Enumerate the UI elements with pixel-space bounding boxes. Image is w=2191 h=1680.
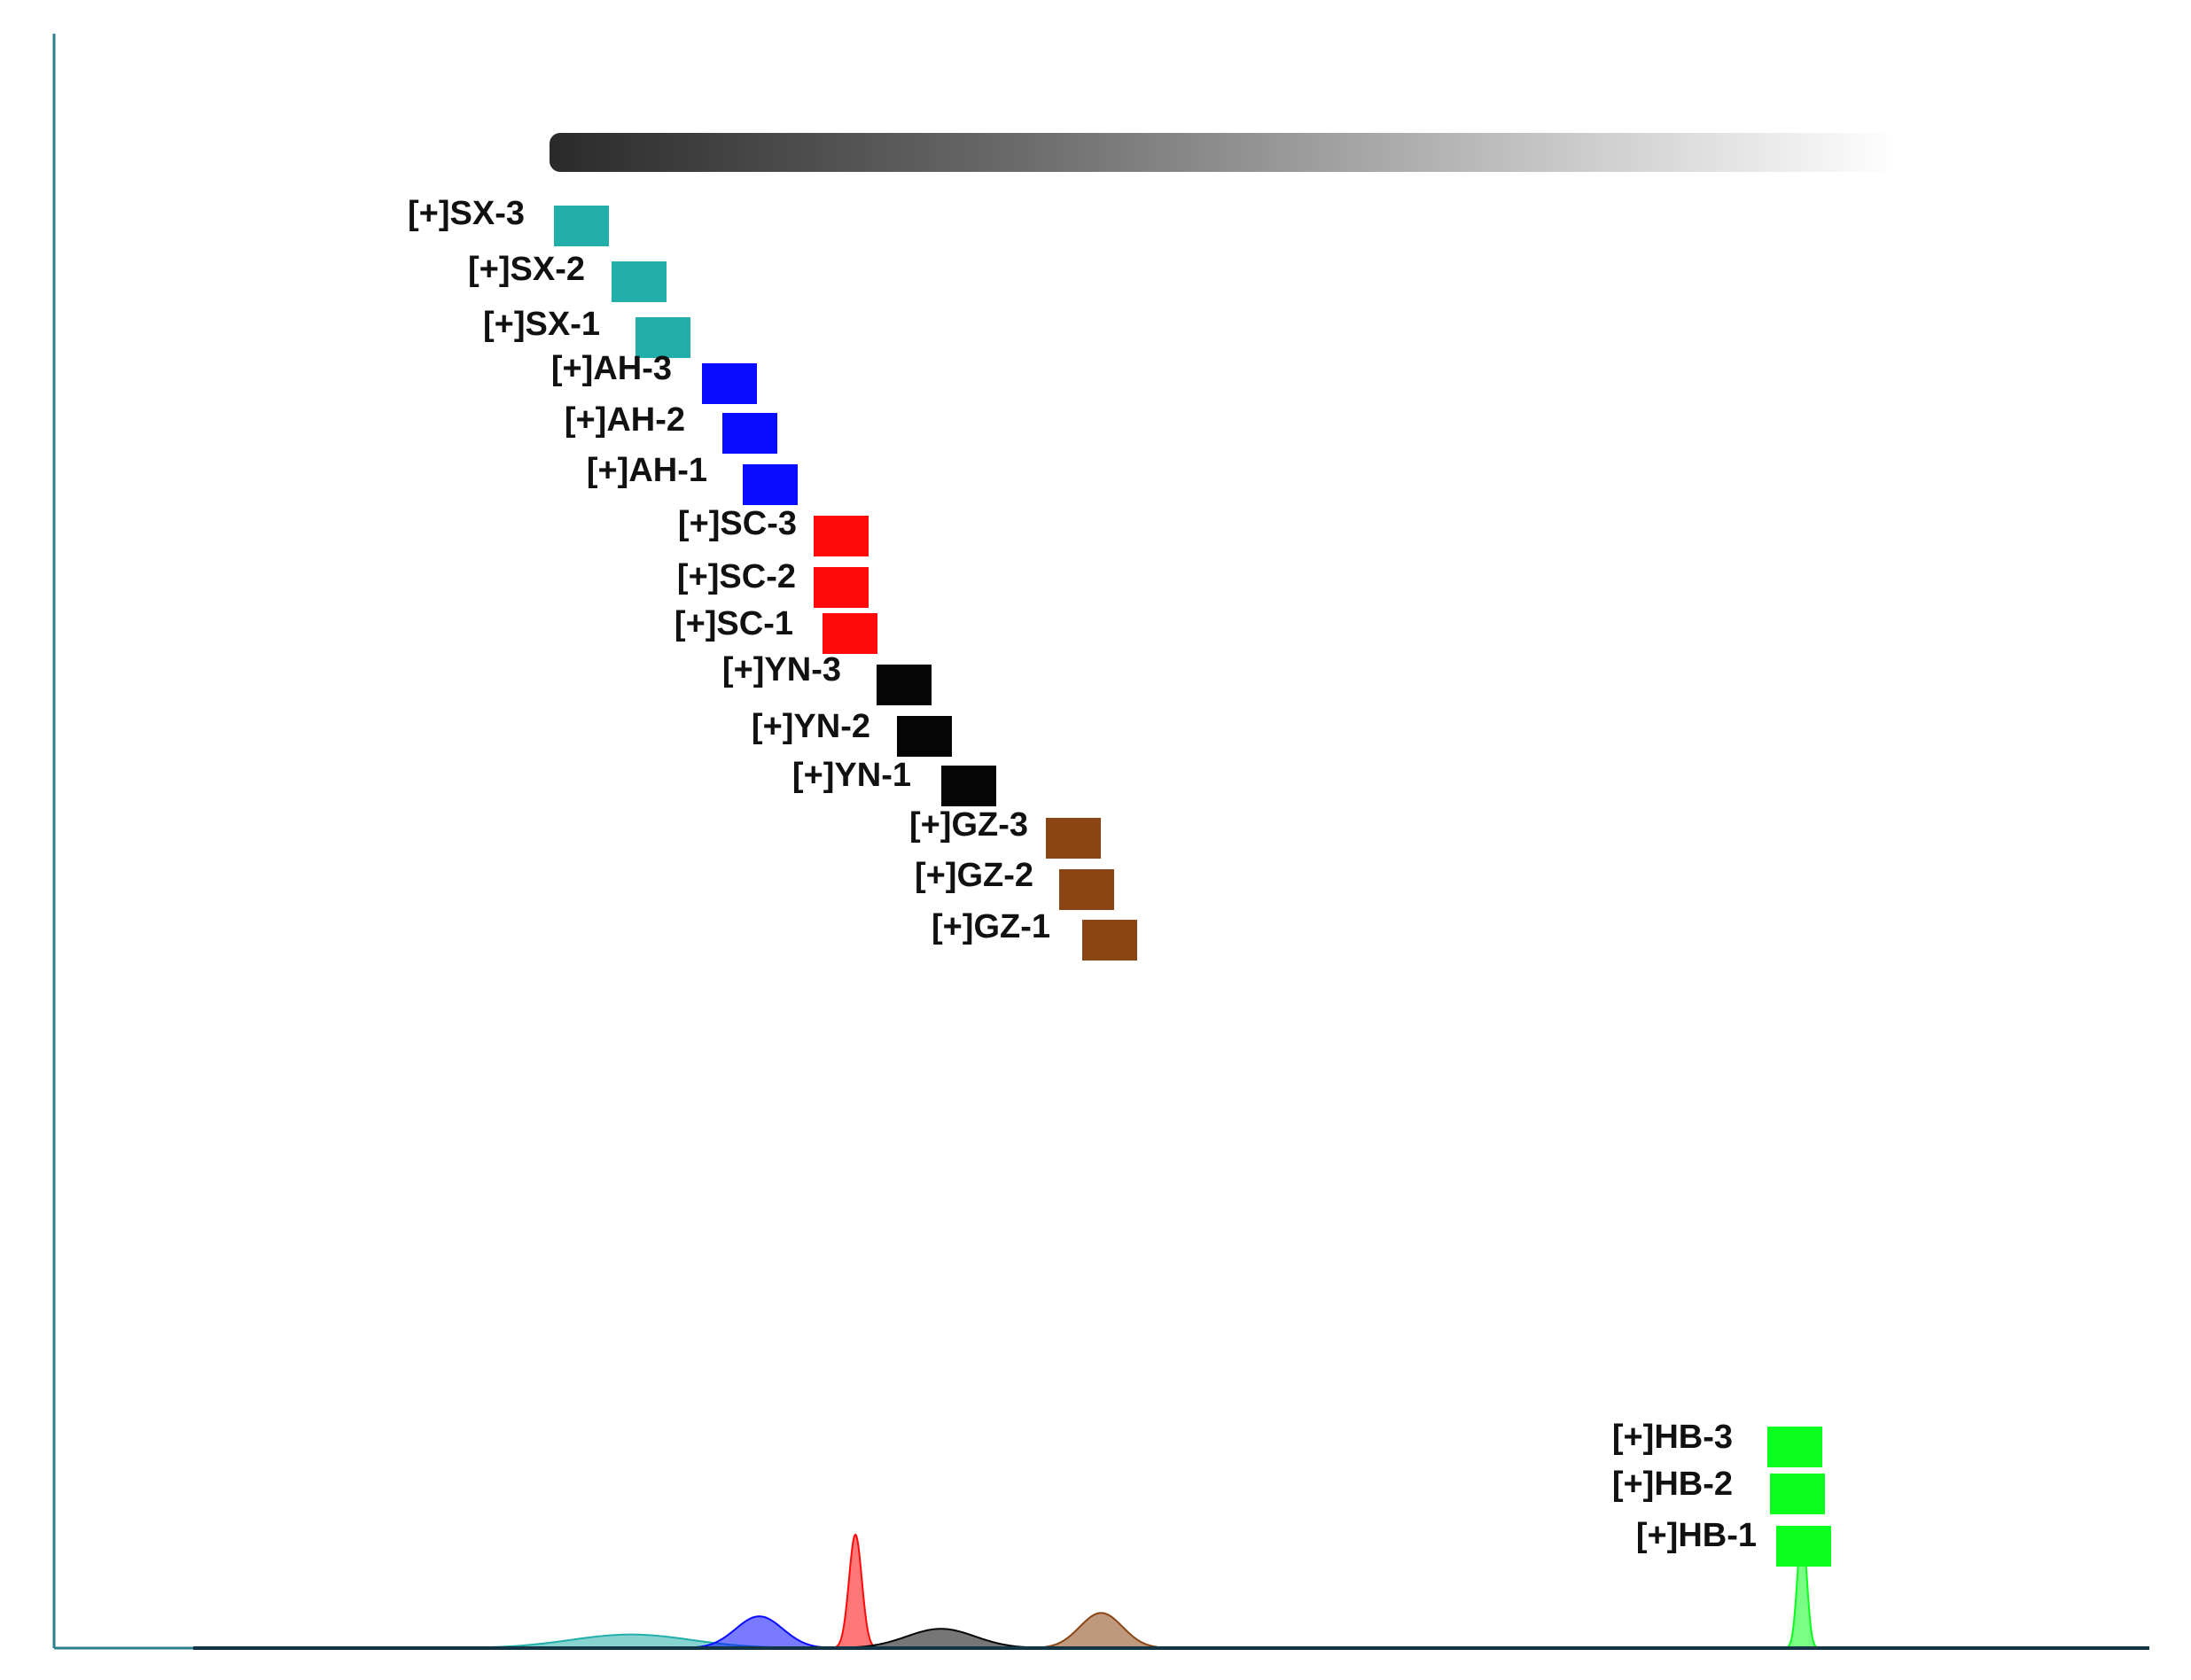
- sample-label: [+]AH-1: [587, 452, 707, 489]
- sample-marker: [1059, 869, 1114, 910]
- sample-marker: [814, 516, 869, 556]
- sample-label: [+]AH-2: [565, 401, 685, 439]
- density-peak-sc: [830, 1533, 882, 1649]
- sample-label: [+]HB-3: [1612, 1419, 1733, 1456]
- sample-label: [+]YN-1: [792, 757, 911, 794]
- density-peak-gz: [1015, 1612, 1187, 1649]
- sample-label: [+]GZ-3: [909, 806, 1028, 844]
- sample-marker: [1776, 1526, 1831, 1567]
- sample-marker: [554, 206, 609, 246]
- sample-marker: [897, 716, 952, 757]
- sample-label: [+]GZ-2: [915, 857, 1033, 894]
- density-peaks: [391, 1528, 1821, 1649]
- sample-marker: [1767, 1427, 1822, 1467]
- sample-label: [+]SX-2: [468, 251, 585, 288]
- sample-label: [+]SX-1: [483, 306, 600, 343]
- sample-label: [+]SX-3: [408, 195, 525, 232]
- sample-marker: [722, 413, 777, 454]
- sample-marker: [823, 613, 877, 654]
- sample-marker: [814, 567, 869, 608]
- sample-label: [+]SC-3: [678, 505, 797, 542]
- sample-label: [+]HB-2: [1612, 1466, 1733, 1503]
- sample-marker: [635, 317, 690, 358]
- sample-marker: [612, 261, 667, 302]
- sample-marker: [1770, 1474, 1825, 1514]
- sample-label: [+]HB-1: [1636, 1517, 1757, 1554]
- sample-label: [+]GZ-1: [932, 908, 1050, 945]
- sample-marker: [877, 665, 932, 705]
- sample-marker: [743, 464, 798, 505]
- sample-marker: [941, 766, 996, 806]
- rank-gradient-bar: [550, 133, 1897, 172]
- sample-marker: [702, 363, 757, 404]
- sample-marker: [1046, 818, 1101, 859]
- sample-label: [+]YN-3: [722, 651, 841, 688]
- sample-marker: [1082, 920, 1137, 961]
- sample-label: [+]YN-2: [752, 708, 870, 745]
- sample-label: [+]SC-2: [677, 558, 796, 595]
- sample-label: [+]AH-3: [551, 350, 672, 387]
- sample-markers: [+]SX-3 [+]SX-2 [+]SX-1 [+]AH-3 [+]AH-2 [+]AH…: [408, 195, 1831, 1567]
- sample-label: [+]SC-1: [674, 605, 793, 642]
